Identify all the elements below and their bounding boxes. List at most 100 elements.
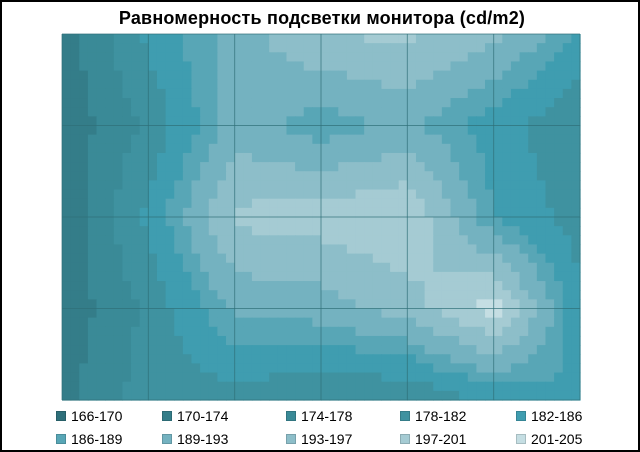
contour-cell	[545, 43, 555, 53]
contour-cell	[200, 271, 210, 282]
contour-cell	[346, 281, 357, 291]
contour-cell	[381, 134, 391, 145]
contour-cell	[485, 171, 495, 181]
contour-cell	[364, 189, 374, 200]
contour-cell	[260, 34, 270, 44]
contour-cell	[105, 235, 115, 246]
contour-cell	[200, 70, 210, 81]
contour-cell	[191, 207, 201, 218]
contour-cell	[433, 107, 443, 117]
contour-cell	[528, 381, 538, 392]
contour-cell	[286, 52, 296, 63]
contour-cell	[329, 226, 339, 236]
contour-cell	[226, 363, 236, 374]
contour-cell	[476, 125, 486, 136]
contour-cell	[234, 381, 244, 392]
contour-cell	[122, 335, 132, 346]
contour-cell	[208, 180, 218, 191]
contour-cell	[562, 107, 572, 117]
contour-cell	[346, 372, 357, 383]
contour-cell	[70, 235, 80, 246]
contour-cell	[148, 198, 158, 209]
contour-cell	[260, 317, 270, 328]
contour-cell	[398, 189, 408, 200]
contour-cell	[459, 363, 469, 374]
contour-cell	[510, 152, 521, 163]
contour-cell	[338, 217, 348, 227]
contour-cell	[208, 235, 218, 246]
contour-cell	[528, 34, 538, 44]
contour-cell	[510, 79, 521, 90]
contour-cell	[165, 308, 175, 319]
contour-cell	[450, 134, 460, 145]
contour-cell	[415, 390, 426, 401]
contour-cell	[165, 354, 175, 364]
contour-cell	[338, 308, 348, 319]
contour-cell	[79, 281, 89, 291]
contour-cell	[364, 52, 374, 63]
contour-cell	[105, 189, 115, 200]
contour-cell	[243, 152, 253, 163]
contour-cell	[182, 143, 193, 154]
contour-cell	[372, 317, 383, 328]
contour-cell	[62, 107, 72, 117]
contour-cell	[217, 363, 227, 374]
contour-cell	[554, 88, 564, 99]
contour-cell	[355, 152, 365, 163]
contour-cell	[62, 134, 72, 145]
contour-cell	[217, 134, 227, 145]
contour-cell	[148, 381, 158, 392]
contour-cell	[122, 308, 132, 319]
contour-cell	[485, 262, 495, 273]
contour-cell	[355, 326, 365, 337]
contour-cell	[251, 180, 262, 191]
contour-cell	[174, 235, 184, 246]
contour-cell	[381, 271, 391, 282]
contour-cell	[139, 372, 149, 383]
contour-cell	[269, 290, 279, 300]
contour-cell	[528, 372, 538, 383]
contour-cell	[554, 43, 564, 53]
contour-cell	[381, 198, 391, 209]
contour-cell	[62, 317, 72, 328]
contour-cell	[286, 152, 296, 163]
contour-cell	[156, 354, 167, 364]
contour-cell	[234, 107, 244, 117]
contour-cell	[372, 354, 383, 364]
contour-cell	[441, 345, 452, 355]
contour-cell	[321, 189, 331, 200]
contour-cell	[182, 235, 193, 246]
contour-cell	[62, 308, 72, 319]
contour-cell	[329, 244, 339, 255]
contour-cell	[156, 88, 167, 99]
contour-cell	[338, 189, 348, 200]
contour-cell	[226, 345, 236, 355]
contour-cell	[562, 372, 572, 383]
contour-cell	[87, 253, 98, 264]
contour-cell	[226, 372, 236, 383]
contour-cell	[372, 171, 383, 181]
contour-cell	[441, 34, 452, 44]
contour-cell	[303, 345, 313, 355]
contour-cell	[450, 98, 460, 108]
contour-cell	[355, 88, 365, 99]
legend-label: 193-197	[301, 431, 353, 447]
contour-cell	[260, 125, 270, 136]
contour-cell	[398, 61, 408, 72]
contour-cell	[113, 290, 124, 300]
contour-cell	[79, 381, 89, 392]
contour-cell	[441, 61, 452, 72]
contour-cell	[87, 180, 98, 191]
contour-cell	[562, 152, 572, 163]
contour-cell	[467, 226, 477, 236]
contour-cell	[398, 226, 408, 236]
contour-cell	[407, 88, 417, 99]
contour-cell	[407, 43, 417, 53]
contour-cell	[131, 98, 141, 108]
contour-cell	[562, 290, 572, 300]
contour-cell	[260, 335, 270, 346]
contour-cell	[165, 381, 175, 392]
contour-cell	[191, 98, 201, 108]
contour-cell	[70, 326, 80, 337]
contour-cell	[536, 345, 547, 355]
